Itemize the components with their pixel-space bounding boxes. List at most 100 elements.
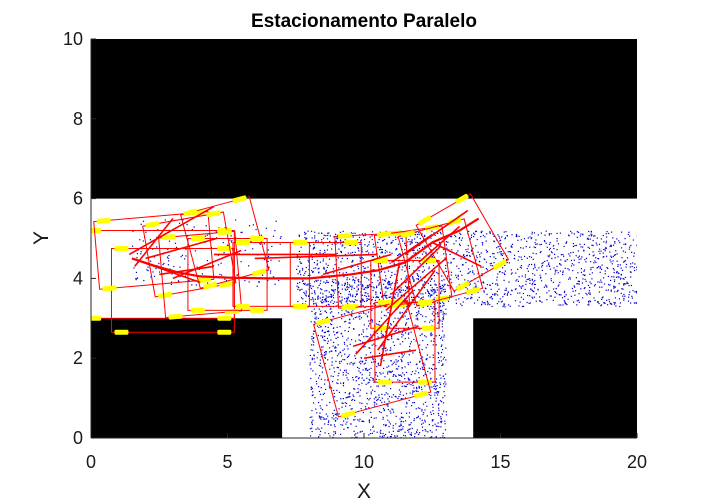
sample-point [431,230,433,232]
sample-point [580,288,582,290]
sample-point [378,298,381,300]
sample-point [616,260,618,262]
sample-point [355,376,357,378]
sample-point [327,340,329,342]
sample-point [347,418,349,420]
sample-point [605,255,608,257]
sample-point [530,256,533,258]
sample-point [599,286,601,288]
sample-point [368,407,370,409]
sample-point [599,267,601,269]
sample-point [617,264,619,266]
sample-point [417,295,419,297]
sample-point [400,287,402,289]
sample-point [507,251,509,253]
sample-point [474,233,476,235]
sample-point [307,283,309,285]
sample-point [361,430,363,432]
sample-point [584,274,586,276]
sample-point [352,394,354,396]
sample-point [311,310,313,312]
vehicle [232,239,310,309]
sample-point [547,255,549,257]
tree-edge [352,325,419,347]
wheel [341,410,356,419]
sample-point [614,297,617,299]
sample-point [433,413,435,415]
sample-point [304,231,306,233]
sample-point [410,331,412,333]
sample-point [606,230,608,233]
sample-point [394,330,396,332]
sample-point [372,286,374,288]
sample-point [445,359,447,361]
sample-point [441,284,444,287]
sample-point [628,294,630,296]
sample-point [390,324,392,326]
sample-point [416,417,418,419]
sample-point [401,331,403,333]
sample-point [503,279,505,281]
sample-point [354,419,356,421]
sample-point [328,303,330,306]
sample-point [422,299,424,301]
sample-point [505,231,507,233]
sample-point [313,302,315,304]
sample-point [398,365,400,368]
sample-point [390,412,392,414]
sample-point [602,277,605,279]
sample-point [504,237,507,239]
sample-point [407,241,409,243]
sample-point [568,234,570,236]
sample-point [550,251,553,253]
sample-point [358,250,360,252]
sample-point [367,311,370,313]
sample-point [599,281,601,283]
sample-point [631,297,633,299]
sample-point [419,368,422,370]
sample-point [521,305,524,308]
sample-point [401,316,404,318]
sample-point [375,417,377,419]
sample-point [346,299,348,301]
sample-point [592,251,594,253]
sample-point [163,262,165,265]
sample-point [623,297,625,300]
sample-point [428,367,430,369]
sample-point [365,359,367,361]
sample-point [496,279,498,281]
sample-point [568,235,570,237]
y-tick-label: 6 [73,189,83,209]
sample-point [442,313,444,315]
sample-point [168,254,170,257]
sample-point [431,290,433,292]
sample-point [139,239,141,241]
sample-point [592,239,594,242]
sample-point [305,232,307,235]
sample-point [315,240,317,242]
sample-point [345,310,347,312]
sample-point [515,288,517,290]
sample-point [496,294,499,296]
sample-point [605,233,607,235]
sample-point [560,294,562,296]
sample-point [215,237,218,239]
sample-point [464,279,466,281]
sample-point [471,234,473,236]
sample-point [494,283,497,285]
sample-point [428,293,431,295]
sample-point [435,388,437,391]
sample-point [316,357,318,359]
sample-point [315,380,318,383]
sample-point [168,260,170,262]
sample-point [314,281,316,283]
sample-point [316,280,318,282]
sample-point [461,237,464,239]
sample-point [344,343,346,345]
wheel [217,229,232,236]
sample-point [359,300,362,302]
sample-point [307,274,309,277]
sample-point [419,407,421,410]
sample-point [315,304,317,306]
sample-point [577,231,580,233]
